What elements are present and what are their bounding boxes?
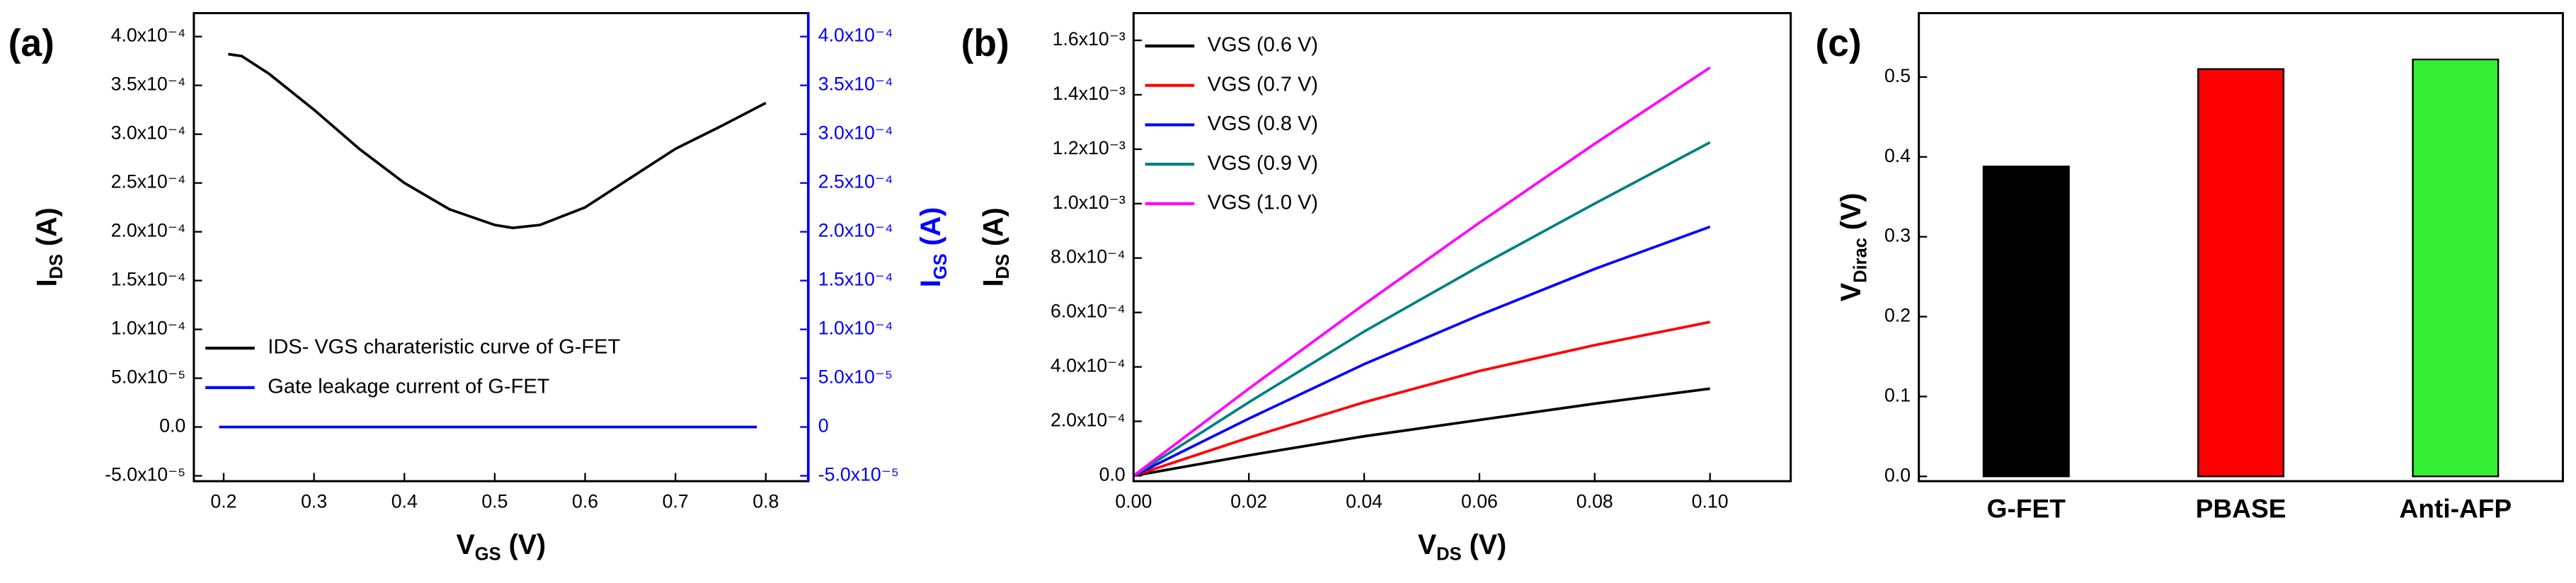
panel-label: (a) xyxy=(8,23,55,64)
bar xyxy=(1982,166,2070,478)
plot-frame xyxy=(1918,12,2564,483)
x-axis-label-sub: GS xyxy=(475,544,501,564)
legend-label: VGS (0.7 V) xyxy=(1208,73,1318,96)
panel-label: (c) xyxy=(1815,23,1861,64)
y-axis-label-unit: (V) xyxy=(1836,192,1867,238)
x-axis-label: VDS (V) xyxy=(1418,529,1506,564)
y-axis-label-unit: (A) xyxy=(32,207,63,254)
x-tick-label: 0.4 xyxy=(391,490,418,512)
y-axis-label-unit: (A) xyxy=(978,207,1009,254)
y-axis-label-sub: Dirac xyxy=(1850,238,1870,283)
x-axis-label-main: V xyxy=(1418,529,1437,560)
y2-tick-label: 1.5x10⁻⁴ xyxy=(818,269,893,290)
x-tick-label: 0.3 xyxy=(301,490,327,512)
y2-tick-label: 3.5x10⁻⁴ xyxy=(818,74,893,95)
x-tick-label: 0.7 xyxy=(663,490,689,512)
y2-tick-label: 0 xyxy=(818,415,829,437)
y2-axis-label-main: I xyxy=(916,279,947,287)
y-tick-label: 6.0x10⁻⁴ xyxy=(1051,301,1126,322)
y-tick-label: 2.5x10⁻⁴ xyxy=(111,171,186,192)
x-tick-label: 0.5 xyxy=(481,490,508,512)
y-tick-label: 1.6x10⁻³ xyxy=(1053,28,1126,50)
x-axis-label-sub: DS xyxy=(1436,544,1461,564)
x-tick-label: 0.00 xyxy=(1115,490,1152,512)
y-axis-label-main: V xyxy=(1836,282,1867,301)
x-axis-label-unit: (V) xyxy=(501,529,546,560)
y-tick-label: -5.0x10⁻⁵ xyxy=(105,464,185,485)
y-tick-label: 0.3 xyxy=(1884,225,1911,246)
y-tick-label: 5.0x10⁻⁵ xyxy=(111,366,185,388)
panel-label: (b) xyxy=(961,23,1009,64)
y-tick-label: 3.5x10⁻⁴ xyxy=(111,74,186,95)
x-axis-label-main: V xyxy=(456,529,475,560)
y2-axis-label-unit: (A) xyxy=(916,207,947,254)
plot-frame xyxy=(1132,12,1792,483)
y-tick-label: 0.0 xyxy=(1099,463,1126,485)
y-tick-label: 1.0x10⁻⁴ xyxy=(111,318,186,339)
y2-axis-label: IGS (A) xyxy=(916,207,951,288)
y2-tick-label: 2.5x10⁻⁴ xyxy=(818,171,893,192)
y-tick-label: 0.1 xyxy=(1884,384,1911,405)
x-tick-label: 0.2 xyxy=(210,490,236,512)
y-tick-label: 0.0 xyxy=(159,415,185,437)
x-tick-label: 0.10 xyxy=(1692,490,1729,512)
y-tick-label: 0.2 xyxy=(1884,305,1911,326)
y2-tick-label: 3.0x10⁻⁴ xyxy=(818,122,893,144)
y-tick-label: 4.0x10⁻⁴ xyxy=(1051,355,1126,376)
x-category-label: Anti-AFP xyxy=(2399,494,2512,524)
y-tick-label: 4.0x10⁻⁴ xyxy=(111,25,186,46)
x-tick-label: 0.08 xyxy=(1576,490,1613,512)
y-tick-label: 1.4x10⁻³ xyxy=(1053,83,1126,104)
legend-label: VGS (0.8 V) xyxy=(1208,112,1318,135)
y-tick-label: 0.5 xyxy=(1884,65,1911,86)
plot-frame xyxy=(193,12,810,483)
legend-label: VGS (1.0 V) xyxy=(1208,191,1318,214)
y2-tick-label: 1.0x10⁻⁴ xyxy=(818,318,893,339)
series-line xyxy=(1133,387,1710,478)
series-line xyxy=(1133,321,1711,478)
y-tick-label: 2.0x10⁻⁴ xyxy=(1051,410,1126,431)
x-tick-label: 0.04 xyxy=(1346,490,1383,512)
y2-axis-label-sub: GS xyxy=(931,253,951,279)
x-axis-label-unit: (V) xyxy=(1462,529,1507,560)
y-tick-label: 8.0x10⁻⁴ xyxy=(1051,246,1126,267)
bar xyxy=(2197,68,2285,478)
bar xyxy=(2412,58,2500,478)
series-line xyxy=(1133,141,1711,477)
series-line xyxy=(228,52,767,229)
y-axis-label: IDS (A) xyxy=(32,207,67,287)
y-axis-label-main: I xyxy=(978,279,1009,287)
x-tick-label: 0.06 xyxy=(1461,490,1498,512)
y-tick-label: 0.4 xyxy=(1884,145,1911,166)
x-category-label: G-FET xyxy=(1987,494,2066,524)
legend-label: IDS- VGS charateristic curve of G-FET xyxy=(268,336,620,359)
series-line xyxy=(1133,66,1711,477)
x-tick-label: 0.6 xyxy=(572,490,598,512)
legend-label: VGS (0.6 V) xyxy=(1208,34,1318,57)
y-axis-label-sub: DS xyxy=(993,254,1013,279)
x-category-label: PBASE xyxy=(2196,494,2286,524)
y-tick-label: 2.0x10⁻⁴ xyxy=(111,220,186,241)
y-axis-label: VDirac (V) xyxy=(1836,192,1870,301)
y-axis-label-sub: DS xyxy=(47,254,67,279)
legend-label: VGS (0.9 V) xyxy=(1208,152,1318,175)
y2-tick-label: 2.0x10⁻⁴ xyxy=(818,220,893,241)
y-tick-label: 1.5x10⁻⁴ xyxy=(111,269,186,290)
x-axis-label: VGS (V) xyxy=(456,529,546,564)
y2-tick-label: 4.0x10⁻⁴ xyxy=(818,25,893,46)
series-line xyxy=(1133,225,1711,478)
x-tick-label: 0.02 xyxy=(1230,490,1267,512)
y-tick-label: 0.0 xyxy=(1884,464,1911,485)
y2-tick-label: 5.0x10⁻⁵ xyxy=(818,366,893,388)
x-tick-label: 0.8 xyxy=(752,490,779,512)
y-axis-label: IDS (A) xyxy=(978,207,1013,287)
y-tick-label: 1.2x10⁻³ xyxy=(1053,137,1126,158)
legend-label: Gate leakage current of G-FET xyxy=(268,375,549,398)
y-tick-label: 1.0x10⁻³ xyxy=(1053,192,1126,213)
y-axis-label-main: I xyxy=(32,279,63,287)
y2-tick-label: -5.0x10⁻⁵ xyxy=(818,464,899,485)
y-tick-label: 3.0x10⁻⁴ xyxy=(111,122,186,144)
